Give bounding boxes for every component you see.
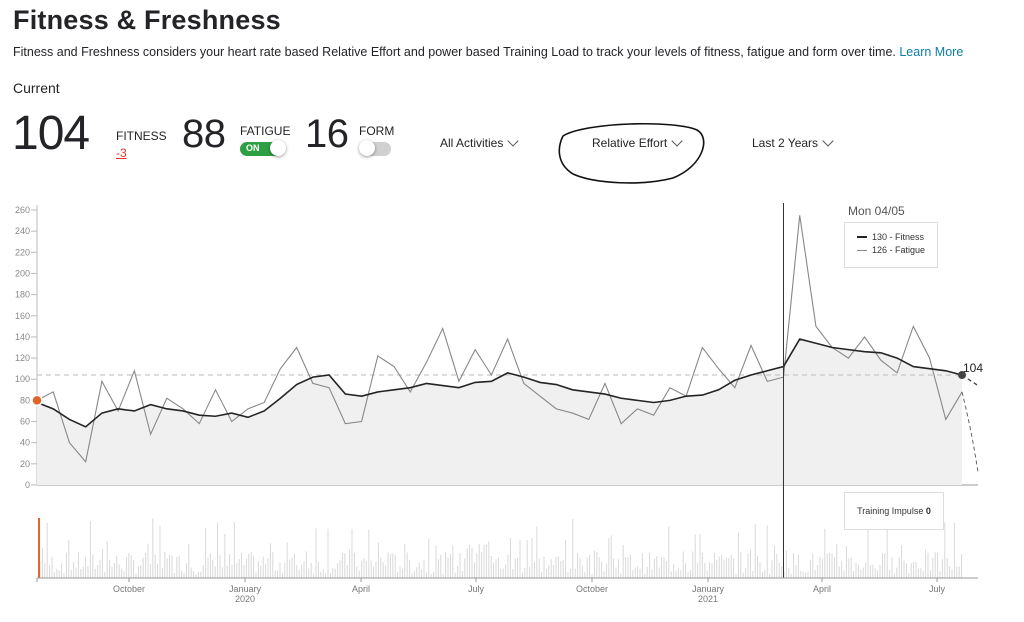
impulse-box: Training Impulse 0 [844, 492, 944, 530]
y-tick-label: 80 [20, 395, 30, 405]
toggle-knob [359, 140, 375, 156]
learn-more-link[interactable]: Learn More [899, 45, 964, 59]
fatigue-value: 88 [182, 112, 226, 156]
end-value-label: 104 [963, 361, 984, 375]
tooltip-box: 130 - Fitness 126 - Fatigue [844, 222, 938, 268]
page-description: Fitness and Freshness considers your hea… [13, 45, 963, 59]
page-title: Fitness & Freshness [13, 5, 281, 35]
range-dropdown[interactable]: Last 2 Years [752, 135, 834, 150]
chevron-down-icon [507, 135, 520, 147]
fitness-swatch [857, 236, 867, 238]
y-tick-label: 40 [20, 438, 30, 448]
x-tick-year: 2021 [698, 594, 718, 604]
tooltip-fatigue-row: 126 - Fatigue [857, 245, 925, 255]
fatigue-forecast [961, 391, 979, 473]
current-fitness-marker [958, 371, 966, 379]
x-tick-label: October [113, 584, 145, 594]
fitness-chart[interactable]: 0 20 40 60 80 100 120 140 160 180 200 220 240 260 [0, 195, 1024, 495]
x-tick-year: 2020 [235, 594, 255, 604]
range-dropdown-label: Last 2 Years [752, 136, 819, 150]
fitness-line [36, 338, 963, 428]
y-tick-label: 220 [15, 247, 30, 257]
fatigue-swatch [857, 249, 867, 251]
y-tick-label: 180 [15, 290, 30, 300]
x-tick-label: July [468, 584, 485, 594]
chevron-down-icon [822, 135, 834, 147]
x-tick-label: April [352, 584, 370, 594]
toggle-knob [270, 140, 286, 156]
y-tick-label: 100 [15, 374, 30, 384]
start-marker [31, 394, 43, 407]
fitness-area [37, 339, 962, 485]
activities-dropdown[interactable]: All Activities [440, 135, 520, 150]
tooltip-fatigue: 126 - Fatigue [872, 245, 926, 255]
impulse-label: Training Impulse [857, 506, 924, 516]
x-tick-label: January [229, 584, 262, 594]
x-tick-label: October [576, 584, 608, 594]
x-tick-label: January [692, 584, 725, 594]
metric-dropdown-label: Relative Effort [592, 136, 668, 150]
y-tick-label: 160 [15, 311, 30, 321]
fatigue-label: FATIGUE [240, 124, 291, 138]
y-tick-label: 20 [20, 459, 30, 469]
activities-dropdown-label: All Activities [440, 136, 504, 150]
annotation-circle [558, 122, 705, 184]
tooltip-date: Mon 04/05 [848, 204, 905, 218]
fatigue-line [36, 215, 963, 463]
y-tick-label: 240 [15, 226, 30, 236]
y-tick-label: 140 [15, 332, 30, 342]
fitness-label: FITNESS [116, 129, 167, 143]
tooltip-fitness: 130 - Fitness [872, 232, 925, 242]
y-tick-label: 200 [15, 268, 30, 278]
fatigue-toggle-label: ON [246, 143, 260, 153]
impulse-value: 0 [925, 506, 931, 516]
tooltip-fitness-row: 130 - Fitness [857, 232, 924, 242]
fitness-delta: -3 [116, 146, 127, 160]
y-tick-label: 0 [25, 480, 30, 490]
x-tick-label: July [929, 584, 946, 594]
current-label: Current [13, 80, 60, 96]
description-text: Fitness and Freshness considers your hea… [13, 45, 896, 59]
fatigue-toggle[interactable]: ON [240, 140, 286, 156]
y-tick-label: 120 [15, 353, 30, 363]
y-tick-label: 260 [15, 205, 30, 215]
form-value: 16 [305, 112, 349, 156]
form-toggle[interactable] [359, 140, 391, 156]
x-tick-label: April [813, 584, 831, 594]
fitness-value: 104 [12, 107, 90, 160]
y-tick-label: 60 [20, 417, 30, 427]
metric-dropdown[interactable]: Relative Effort [592, 135, 683, 150]
form-label: FORM [359, 124, 395, 138]
